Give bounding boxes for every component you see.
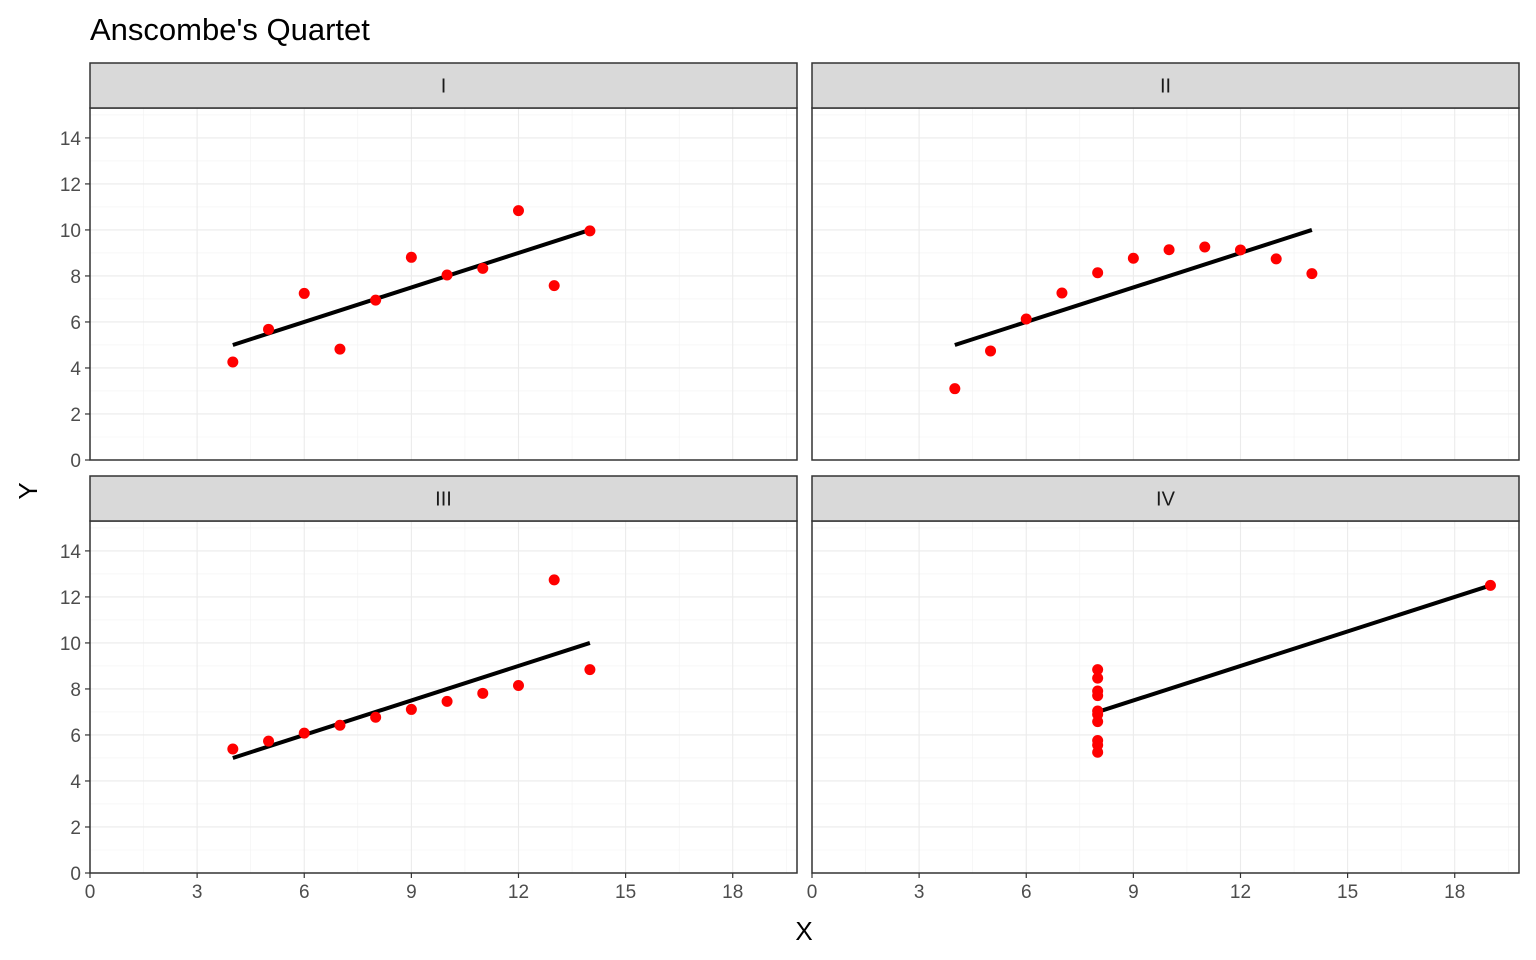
data-point	[370, 294, 382, 306]
chart-title: Anscombe's Quartet	[90, 12, 370, 47]
strip-III	[89, 475, 798, 522]
data-point	[985, 345, 997, 357]
data-point	[1020, 313, 1032, 325]
y-axis-title: Y	[13, 482, 43, 499]
y-tick-label: 12	[60, 588, 81, 609]
data-point	[512, 205, 524, 217]
data-point	[477, 687, 489, 699]
data-point	[1270, 253, 1282, 265]
data-point	[298, 727, 310, 739]
data-point	[370, 711, 382, 723]
data-point	[1092, 672, 1104, 684]
x-tick-label: 3	[192, 882, 203, 903]
data-point	[1199, 241, 1211, 253]
x-tick-label: 18	[1444, 882, 1465, 903]
data-point	[548, 280, 560, 292]
fit-line-II	[954, 228, 1313, 347]
data-point	[405, 251, 417, 263]
data-point	[584, 664, 596, 676]
strip-label: IV	[1156, 489, 1176, 511]
data-point	[227, 743, 239, 755]
x-tick-label: 6	[299, 882, 310, 903]
data-point	[548, 574, 560, 586]
data-point	[1092, 739, 1104, 751]
data-point	[1163, 244, 1175, 256]
data-point	[584, 225, 596, 237]
data-point	[1092, 685, 1104, 697]
y-tick-label: 2	[70, 818, 81, 839]
data-point	[263, 323, 275, 335]
x-tick-label: 9	[406, 882, 417, 903]
y-tick-label: 12	[60, 175, 81, 196]
data-point	[1092, 664, 1104, 676]
data-point	[1306, 268, 1318, 280]
x-tick-label: 3	[914, 882, 925, 903]
y-tick-label: 4	[70, 772, 81, 793]
data-point	[1234, 244, 1246, 256]
data-point	[298, 287, 310, 299]
data-point	[263, 735, 275, 747]
y-tick-label: 6	[70, 726, 81, 747]
panel-II: II	[811, 62, 1520, 461]
data-point	[512, 679, 524, 691]
x-tick-label: 15	[615, 882, 636, 903]
panel-IV: IV 0 3 6 9 12 15 18	[807, 475, 1520, 903]
y-tick-label: 10	[60, 221, 81, 242]
fit-line-I	[232, 228, 591, 347]
x-tick-label: 18	[722, 882, 743, 903]
data-point	[1092, 267, 1104, 279]
data-point	[1484, 579, 1496, 591]
strip-I	[89, 62, 798, 109]
data-point	[441, 695, 453, 707]
strip-label: II	[1160, 76, 1171, 98]
y-tick-label: 6	[70, 313, 81, 334]
strip-label: III	[435, 489, 452, 511]
y-tick-label: 2	[70, 405, 81, 426]
y-tick-label: 0	[70, 864, 81, 885]
y-tick-label: 8	[70, 680, 81, 701]
x-tick-label: 15	[1337, 882, 1358, 903]
data-point	[1092, 708, 1104, 720]
x-axis-title: X	[795, 916, 812, 946]
y-tick-label: 10	[60, 634, 81, 655]
x-tick-label: 9	[1128, 882, 1139, 903]
data-point	[949, 383, 961, 395]
fit-line-III	[232, 641, 591, 760]
y-tick-label: 14	[60, 129, 82, 150]
panel-III: III 0 2 4 6 8 10 12 14 0 3 6 9 12 15 18	[60, 475, 798, 903]
y-tick-label: 4	[70, 359, 81, 380]
data-point	[227, 356, 239, 368]
x-tick-label: 12	[1230, 882, 1251, 903]
y-tick-label: 8	[70, 267, 81, 288]
data-point	[405, 703, 417, 715]
data-point	[1056, 287, 1068, 299]
strip-IV	[811, 475, 1520, 522]
fit-line-IV	[1097, 583, 1492, 714]
data-point	[1127, 252, 1139, 264]
data-point	[334, 719, 346, 731]
x-tick-label: 0	[85, 882, 96, 903]
y-tick-label: 0	[70, 451, 81, 472]
x-tick-label: 0	[807, 882, 818, 903]
y-tick-label: 14	[60, 542, 82, 563]
strip-II	[811, 62, 1520, 109]
data-point	[334, 343, 346, 355]
strip-label: I	[441, 76, 447, 98]
panel-I: I 0 2 4 6 8 10 12 14	[60, 62, 798, 472]
data-point	[477, 262, 489, 274]
data-point	[441, 269, 453, 281]
x-tick-label: 6	[1021, 882, 1032, 903]
x-tick-label: 12	[508, 882, 529, 903]
